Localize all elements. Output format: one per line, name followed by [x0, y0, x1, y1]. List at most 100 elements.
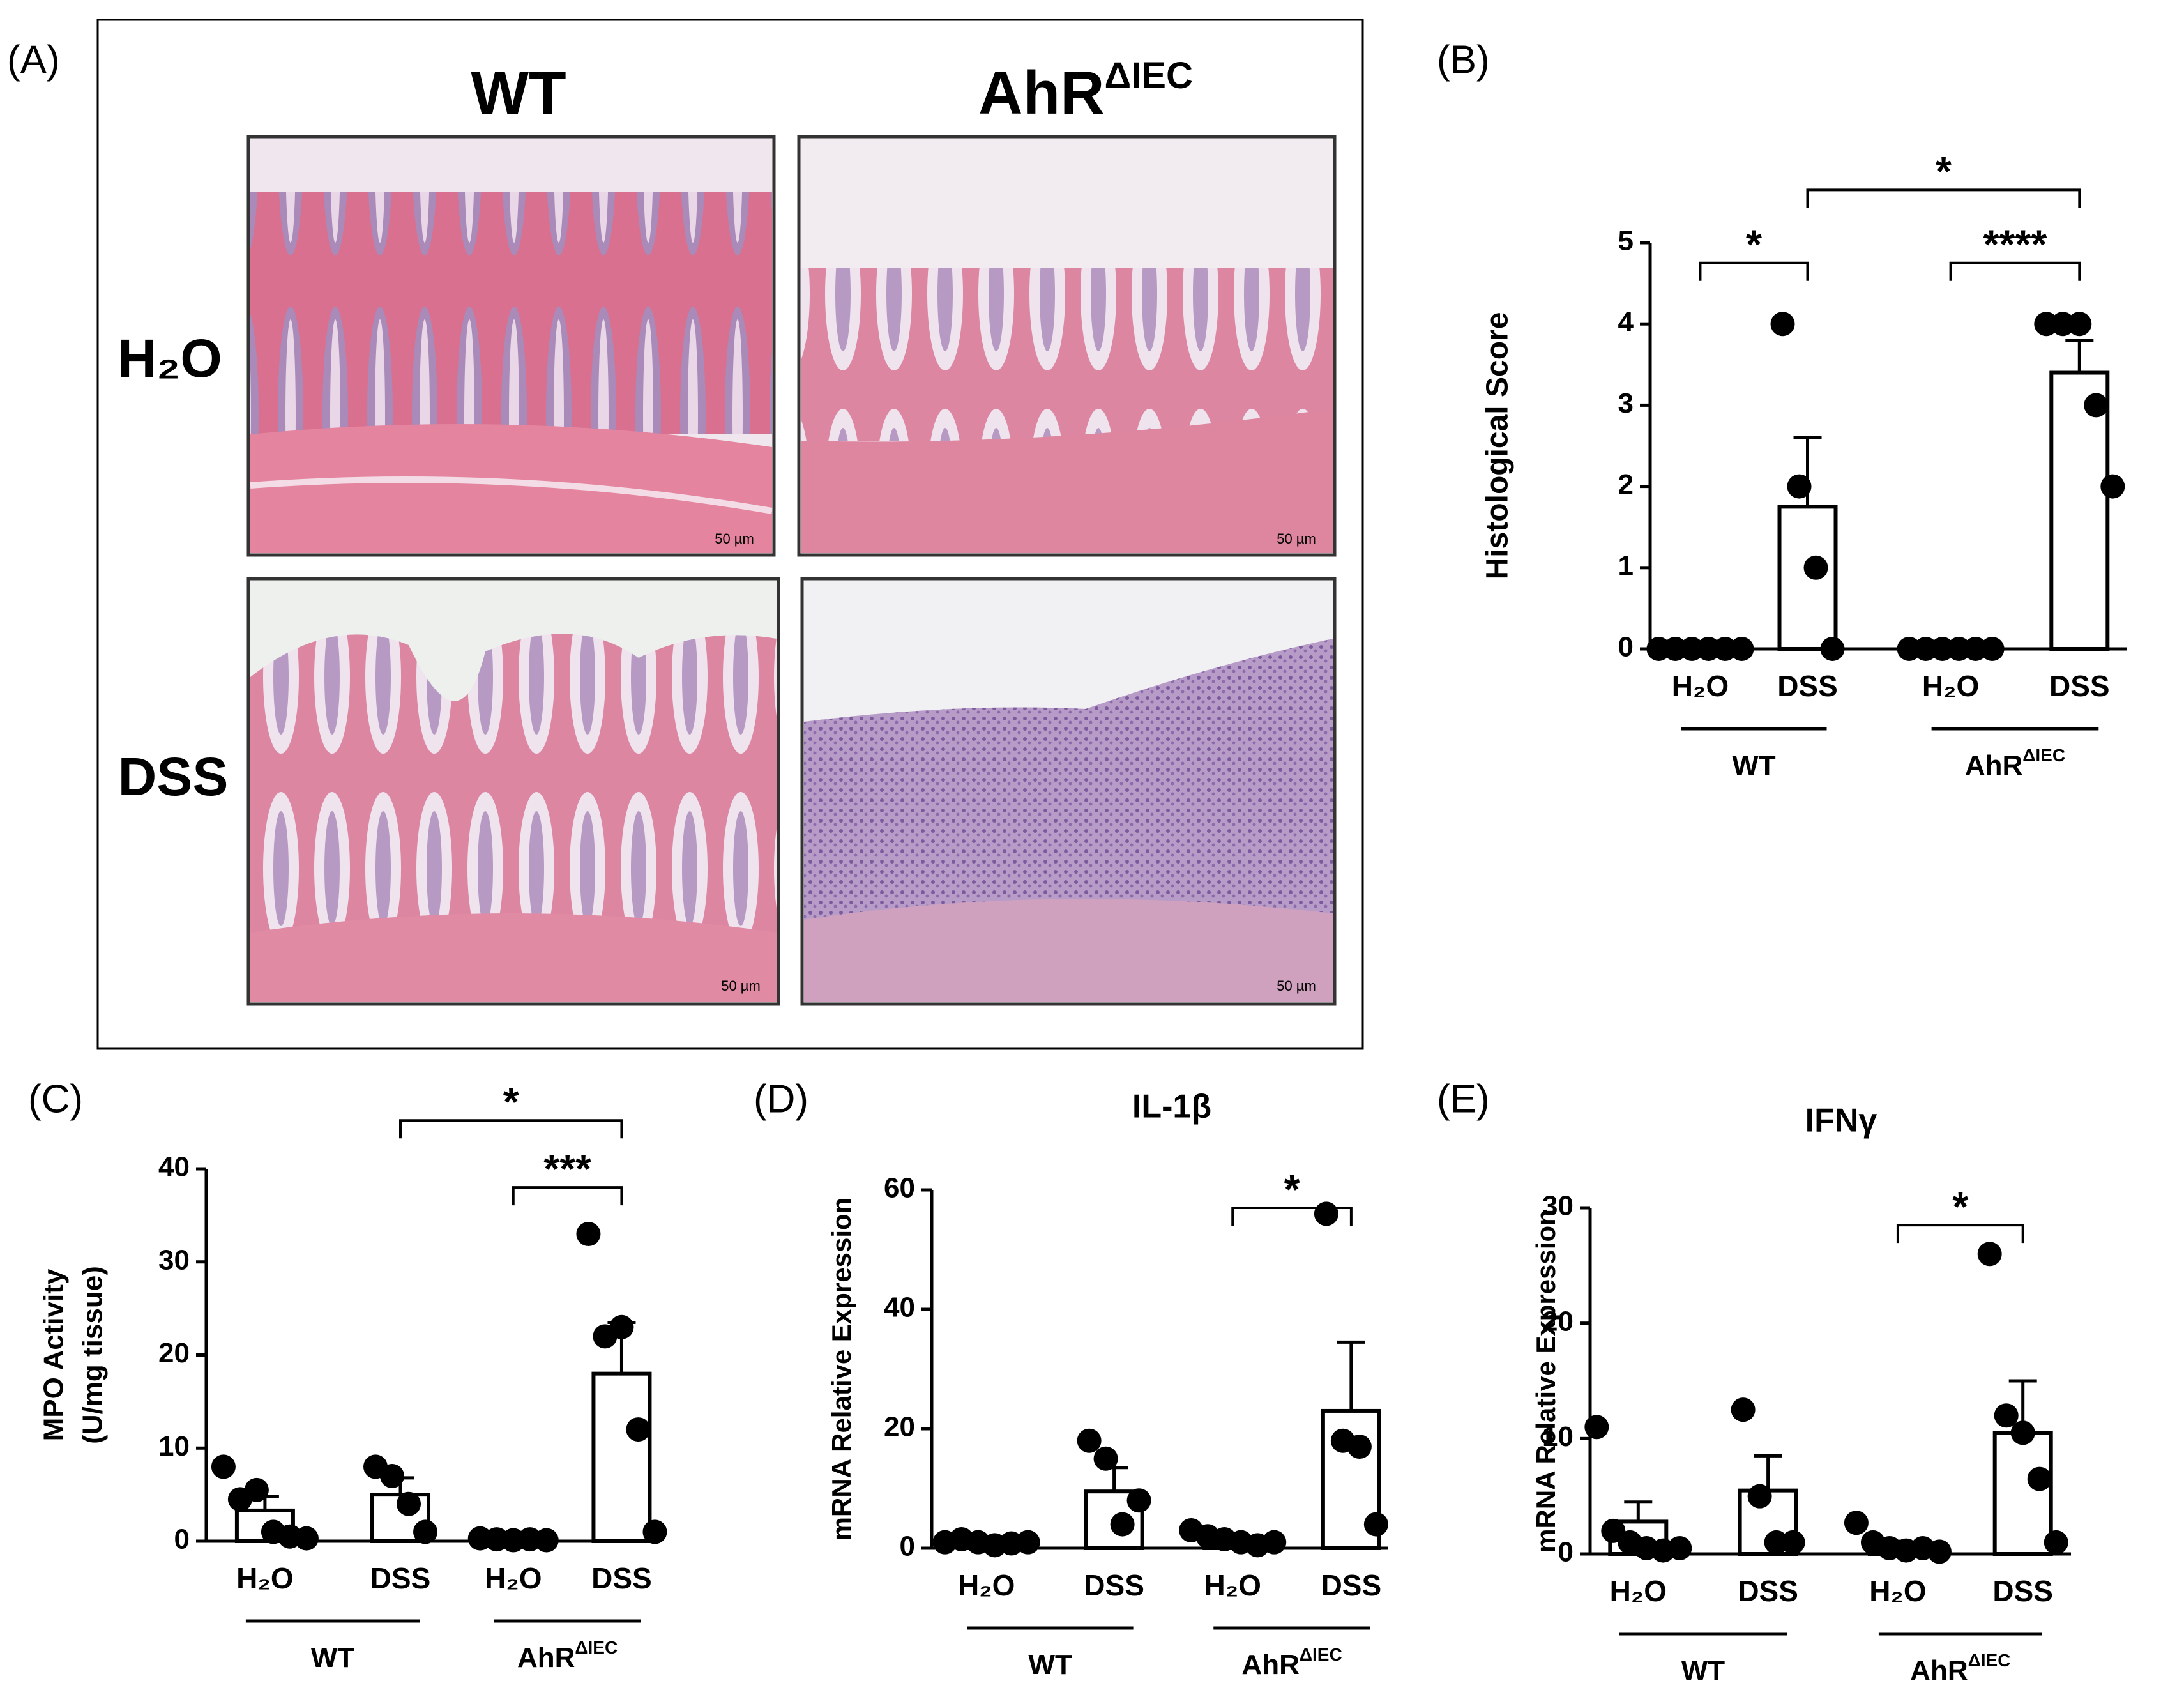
group-label: AhRΔIEC — [1965, 745, 2065, 780]
data-point — [2034, 312, 2059, 337]
y-axis-label: mRNA Relative Expression — [1531, 1209, 1561, 1553]
data-point — [2044, 1530, 2068, 1555]
data-point — [1803, 555, 1828, 580]
x-tick-label: H₂O — [958, 1569, 1015, 1602]
x-tick-label: DSS — [370, 1562, 431, 1595]
y-tick-label: 5 — [1618, 225, 1634, 257]
data-point — [1787, 474, 1812, 499]
group-label-main: AhR — [517, 1642, 575, 1673]
error-bar — [1337, 1340, 1365, 1411]
data-point — [1820, 637, 1845, 661]
data-point — [244, 1477, 269, 1502]
group-label: AhRΔIEC — [517, 1638, 618, 1673]
group-label-main: WT — [1732, 750, 1776, 781]
x-tick-label: DSS — [1738, 1574, 1798, 1608]
chart-title: IL-1β — [1132, 1088, 1211, 1125]
data-point — [1262, 1530, 1287, 1555]
x-tick-label: H₂O — [1672, 669, 1729, 703]
data-point — [1844, 1511, 1869, 1535]
scale-bar-label: 50 µm — [1277, 978, 1316, 994]
histology-image: 50 µm — [800, 577, 1337, 1006]
histology-image: 50 µm — [797, 135, 1337, 557]
data-point — [1110, 1512, 1135, 1537]
panel-label: (D) — [754, 1077, 808, 1121]
bar — [2049, 370, 2110, 651]
column-header: WT — [471, 59, 566, 127]
group-label-main: AhR — [1965, 750, 2022, 781]
y-tick-label: 0 — [1618, 632, 1634, 663]
y-tick-label: 20 — [1542, 1306, 1574, 1337]
data-point — [1747, 1484, 1772, 1509]
group-label-main: WT — [1681, 1655, 1725, 1686]
panel-label: (C) — [28, 1077, 83, 1121]
scale-bar-label: 50 µm — [721, 978, 761, 994]
y-tick-label: 10 — [1542, 1421, 1574, 1452]
data-point — [2067, 312, 2092, 337]
data-point — [642, 1519, 667, 1544]
panel-label: (A) — [7, 38, 60, 82]
significance-bracket — [1896, 1224, 2024, 1244]
data-point — [1347, 1435, 1372, 1459]
chart-title: IFNγ — [1805, 1102, 1877, 1139]
group-label-main: WT — [1028, 1649, 1072, 1680]
data-point — [1696, 637, 1721, 661]
panel-label: (E) — [1437, 1077, 1490, 1121]
x-tick-label: H₂O — [1610, 1574, 1667, 1608]
group-label: WT — [1028, 1649, 1072, 1680]
y-tick-label: 1 — [1618, 550, 1634, 581]
data-point — [1093, 1446, 1118, 1471]
header-sup: ΔIEC — [1104, 55, 1192, 96]
x-tick-label: H₂O — [1869, 1574, 1926, 1608]
data-point — [1077, 1428, 1102, 1453]
significance-label: * — [1952, 1184, 1968, 1229]
data-point — [1680, 637, 1704, 661]
significance-label: * — [1284, 1166, 1300, 1212]
x-tick-label: DSS — [2049, 669, 2110, 703]
y-tick-label: 10 — [158, 1431, 190, 1462]
y-tick-label: 3 — [1618, 388, 1634, 419]
error-bar — [1754, 1454, 1782, 1491]
significance-bracket — [1806, 188, 2081, 208]
significance-label: * — [503, 1079, 519, 1125]
histology-image: 50 µm — [246, 135, 776, 557]
data-point — [1015, 1530, 1040, 1555]
y-axis-label: Histological Score — [1481, 312, 1515, 580]
data-point — [1994, 1403, 2019, 1428]
y-tick-label: 30 — [158, 1244, 190, 1275]
x-tick-label: H₂O — [485, 1562, 542, 1595]
y-tick-label: 0 — [174, 1524, 190, 1555]
data-point — [1314, 1201, 1338, 1226]
x-tick-label: DSS — [1084, 1569, 1144, 1602]
data-point — [1731, 1397, 1756, 1422]
group-label: AhRΔIEC — [1910, 1650, 2010, 1686]
data-point — [1646, 637, 1671, 661]
data-point — [1713, 637, 1738, 661]
group-label-sup: ΔIEC — [575, 1638, 618, 1657]
data-point — [1927, 1539, 1952, 1564]
x-tick-label: H₂O — [1204, 1569, 1261, 1602]
group-label: WT — [311, 1642, 355, 1673]
y-axis-label: mRNA Relative Expression — [826, 1198, 856, 1541]
significance-bracket — [1699, 261, 1809, 281]
data-point — [1584, 1415, 1609, 1440]
group-label-main: WT — [311, 1642, 355, 1673]
data-point — [1663, 637, 1688, 661]
significance-bracket — [1231, 1207, 1353, 1226]
data-point — [413, 1519, 438, 1544]
y-axis-label: MPO Activity — [38, 1268, 70, 1441]
error-bar — [2065, 339, 2094, 373]
scale-bar-label: 50 µm — [715, 531, 754, 547]
y-tick-label: 2 — [1618, 469, 1634, 500]
significance-label: * — [1936, 148, 1952, 194]
group-label: AhRΔIEC — [1241, 1645, 1342, 1680]
data-point — [2010, 1420, 2035, 1445]
error-bar — [1100, 1466, 1128, 1492]
y-tick-label: 20 — [158, 1337, 190, 1369]
data-point — [2100, 474, 2125, 499]
data-point — [1980, 637, 2005, 661]
histology-image: 50 µm — [246, 577, 780, 1006]
group-label-main: AhR — [1910, 1655, 1968, 1686]
group-label-main: AhR — [1241, 1649, 1299, 1680]
data-point — [1770, 312, 1795, 337]
